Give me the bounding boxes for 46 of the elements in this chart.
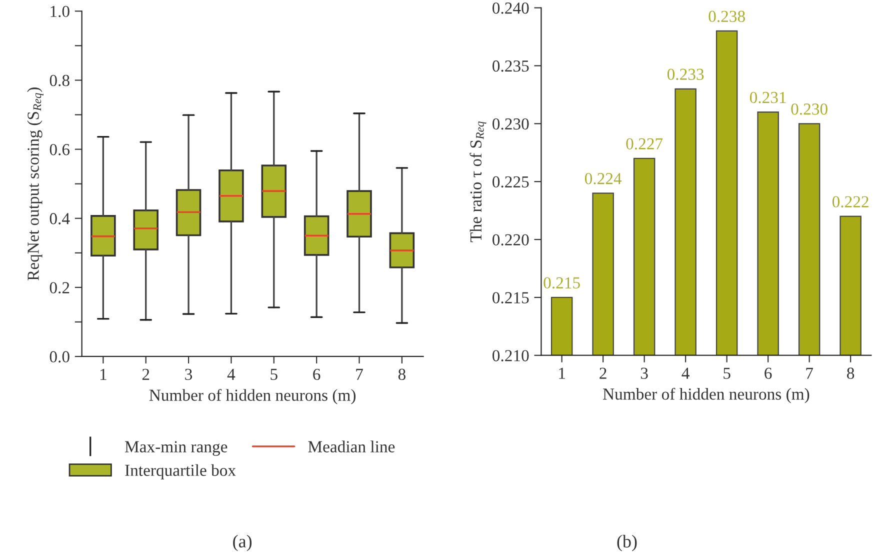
y-tick-label: 1.0: [50, 6, 70, 18]
x-tick-label: 1: [100, 368, 106, 380]
y-tick-label: 0.6: [50, 144, 70, 156]
data-label: 0.231: [750, 92, 786, 104]
x-tick-label: 2: [142, 368, 150, 380]
x-tick-label: 2: [600, 368, 606, 379]
x-tick-label: 8: [398, 368, 406, 380]
y-tick-label: 0.215: [492, 292, 529, 304]
data-label: 0.222: [832, 196, 868, 208]
x-tick-label: 3: [640, 368, 648, 379]
x-tick-label: 5: [724, 368, 730, 379]
legend-label: Interquartile box: [125, 464, 236, 480]
x-tick-label: 6: [764, 368, 772, 379]
text: Meadian line: [308, 440, 395, 452]
data-label: 0.230: [791, 103, 828, 115]
x-tick-label: 6: [313, 368, 320, 380]
x-tick-label: 8: [847, 368, 854, 379]
y-tick-label: 0.210: [492, 350, 529, 362]
y-tick-label: 0.235: [492, 60, 529, 72]
x-tick-label: 4: [682, 368, 690, 379]
text: (a): [233, 534, 252, 552]
y-tick-label: 0.230: [492, 118, 529, 130]
data-label: 0.238: [708, 10, 745, 22]
x-tick-label: 7: [806, 368, 814, 379]
y-tick-label: 0.220: [492, 234, 529, 246]
y-tick-label: 0.2: [50, 282, 70, 294]
data-label: 0.215: [544, 277, 580, 289]
x-tick-label: 7: [356, 368, 363, 380]
x-axis-title: Number of hidden neurons (m): [603, 388, 810, 404]
x-tick-label: 4: [227, 368, 236, 380]
y-tick-label: 0.240: [492, 2, 529, 14]
y-tick-label: 0.225: [492, 176, 529, 188]
y-axis-title: The ratio τ of S$_{Req}$: [470, 121, 486, 242]
text: (b): [617, 534, 637, 552]
text: Max-min range: [125, 441, 228, 456]
y-tick-label: 0.4: [50, 213, 70, 224]
x-axis-title: Number of hidden neurons (m): [149, 388, 356, 404]
y-axis-title: ReqNet output scoring (S$_{Req}$): [27, 88, 44, 280]
y-tick-label: 0.8: [50, 74, 70, 86]
data-label: 0.224: [584, 172, 622, 184]
x-tick-label: 3: [185, 368, 192, 380]
data-label: 0.227: [626, 138, 663, 150]
data-label: 0.233: [667, 68, 704, 80]
y-tick-label: 0.0: [50, 351, 70, 362]
x-tick-label: 5: [270, 368, 278, 380]
x-tick-label: 1: [559, 368, 565, 379]
